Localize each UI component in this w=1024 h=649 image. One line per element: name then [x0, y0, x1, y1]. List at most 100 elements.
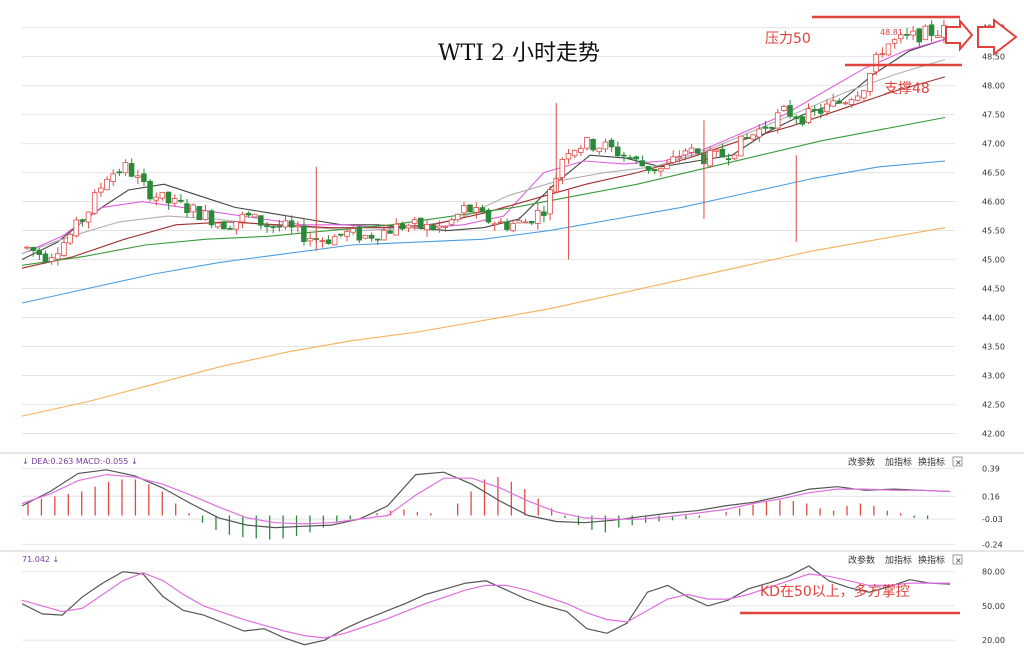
candle-body [319, 240, 326, 243]
candle-body [110, 173, 116, 182]
price-y-tick-label: 44.00 [982, 314, 1005, 323]
candle-body [756, 128, 763, 138]
candle-body [694, 148, 701, 154]
candle-body [621, 154, 627, 157]
candle-body [541, 211, 547, 216]
candle-body [399, 223, 406, 230]
candle-body [510, 222, 516, 232]
candle-body [781, 105, 787, 112]
candle-body [639, 160, 646, 167]
candle-body [504, 221, 510, 230]
close-icon: × [955, 458, 962, 467]
candle-body [725, 158, 732, 161]
candle-body [904, 33, 910, 36]
candle-body [362, 234, 369, 239]
candle-body [867, 73, 873, 92]
moving-average-lines [21, 38, 946, 417]
price-y-tick-label: 48.00 [982, 82, 1005, 91]
candle-body [134, 175, 141, 178]
candle-body [627, 157, 633, 159]
macd-dea-line [21, 473, 951, 525]
candle-body [214, 222, 221, 228]
candle-body [98, 187, 104, 193]
candle-body [430, 225, 436, 231]
candle-body [424, 224, 430, 231]
candle-body [774, 112, 781, 129]
candle-body [744, 137, 750, 139]
macd-panel-button: 加指标 [885, 456, 912, 468]
candle-body [670, 156, 676, 163]
candle-body [891, 39, 898, 44]
candle-body [473, 207, 479, 213]
macd-panel: 0.39 0.16 -0.03 -0.24 ↓ DEA:0.263 MACD:-0.05… [0, 452, 1024, 549]
candle-body [916, 28, 922, 43]
candle-body [171, 198, 178, 204]
candle-body [842, 102, 849, 105]
candle-body [221, 221, 227, 230]
candle-body [436, 225, 443, 229]
candle-body [584, 137, 590, 149]
candle-body [454, 213, 461, 221]
macd-dif-line [21, 469, 951, 529]
candle-body [547, 189, 553, 215]
candle-body [848, 99, 855, 105]
candle-body [910, 30, 916, 36]
price-panel-grid [22, 27, 955, 435]
candle-body [282, 220, 289, 228]
kd-panel-button: 加指标 [885, 554, 912, 566]
price-y-tick-label: 43.00 [982, 372, 1005, 381]
price-y-tick-label: 42.50 [982, 401, 1005, 410]
candle-body [762, 126, 769, 129]
price-y-tick-label: 45.00 [982, 256, 1005, 265]
candle-body [344, 230, 350, 237]
candle-body [42, 253, 49, 263]
candle-body [165, 191, 172, 204]
last-price-label: 48.81 [880, 28, 903, 37]
candle-body [418, 217, 424, 229]
candle-body [602, 141, 609, 150]
candle-body [264, 225, 270, 228]
price-y-tick-label: 46.00 [982, 198, 1005, 207]
candle-body [116, 171, 123, 174]
candle-body [251, 213, 258, 218]
candle-body [153, 196, 159, 201]
moving-average-line [21, 38, 946, 260]
candle-body [381, 229, 387, 241]
moving-average-line [21, 160, 946, 304]
kd-panel-button: 换指标 [918, 554, 945, 566]
candle-body [36, 249, 43, 256]
candle-body [411, 219, 418, 224]
candle-body [768, 126, 775, 129]
price-y-tick-label: 48.50 [982, 53, 1005, 62]
candle-body [836, 100, 842, 104]
macd-y-tick-label: -0.03 [982, 515, 1003, 524]
candle-body [614, 146, 621, 157]
candle-body [897, 34, 904, 40]
candle-body [30, 246, 36, 251]
candle-body [479, 207, 486, 213]
kd-d-line [21, 572, 950, 639]
candle-body [405, 224, 412, 229]
candle-body [307, 238, 313, 242]
price-y-tick-label: 46.50 [982, 169, 1005, 178]
macd-panel-button: 换指标 [918, 456, 945, 468]
candle-body [731, 154, 738, 160]
candle-body [48, 257, 55, 262]
candle-body [73, 219, 79, 237]
candle-body [24, 246, 30, 249]
candle-body [737, 135, 744, 157]
candle-body [633, 156, 639, 160]
candle-body [368, 234, 375, 239]
kd-panel-button: 改参数 [848, 554, 875, 566]
candle-body [79, 219, 86, 222]
moving-average-line [21, 58, 946, 255]
candle-body [147, 180, 153, 200]
candle-body [645, 166, 652, 171]
candle-body [331, 235, 338, 246]
candle-body [288, 220, 295, 228]
candle-body [184, 203, 190, 213]
candle-body [713, 149, 719, 152]
macd-y-tick-label: 0.16 [982, 492, 1000, 501]
candle-body [571, 149, 578, 157]
macd-panel-button: 改参数 [848, 456, 875, 468]
